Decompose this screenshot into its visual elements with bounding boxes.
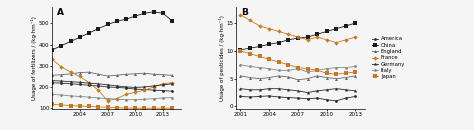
Text: A: A <box>57 8 64 17</box>
Y-axis label: Usage of pesticides / (kg·hm⁻¹): Usage of pesticides / (kg·hm⁻¹) <box>219 15 225 101</box>
Y-axis label: Usage of fertilizers / (kg·hm⁻¹): Usage of fertilizers / (kg·hm⁻¹) <box>31 16 37 100</box>
Legend: America, China, England, France, Germany, Italy, Japan: America, China, England, France, Germany… <box>372 36 406 80</box>
Text: B: B <box>241 8 248 17</box>
